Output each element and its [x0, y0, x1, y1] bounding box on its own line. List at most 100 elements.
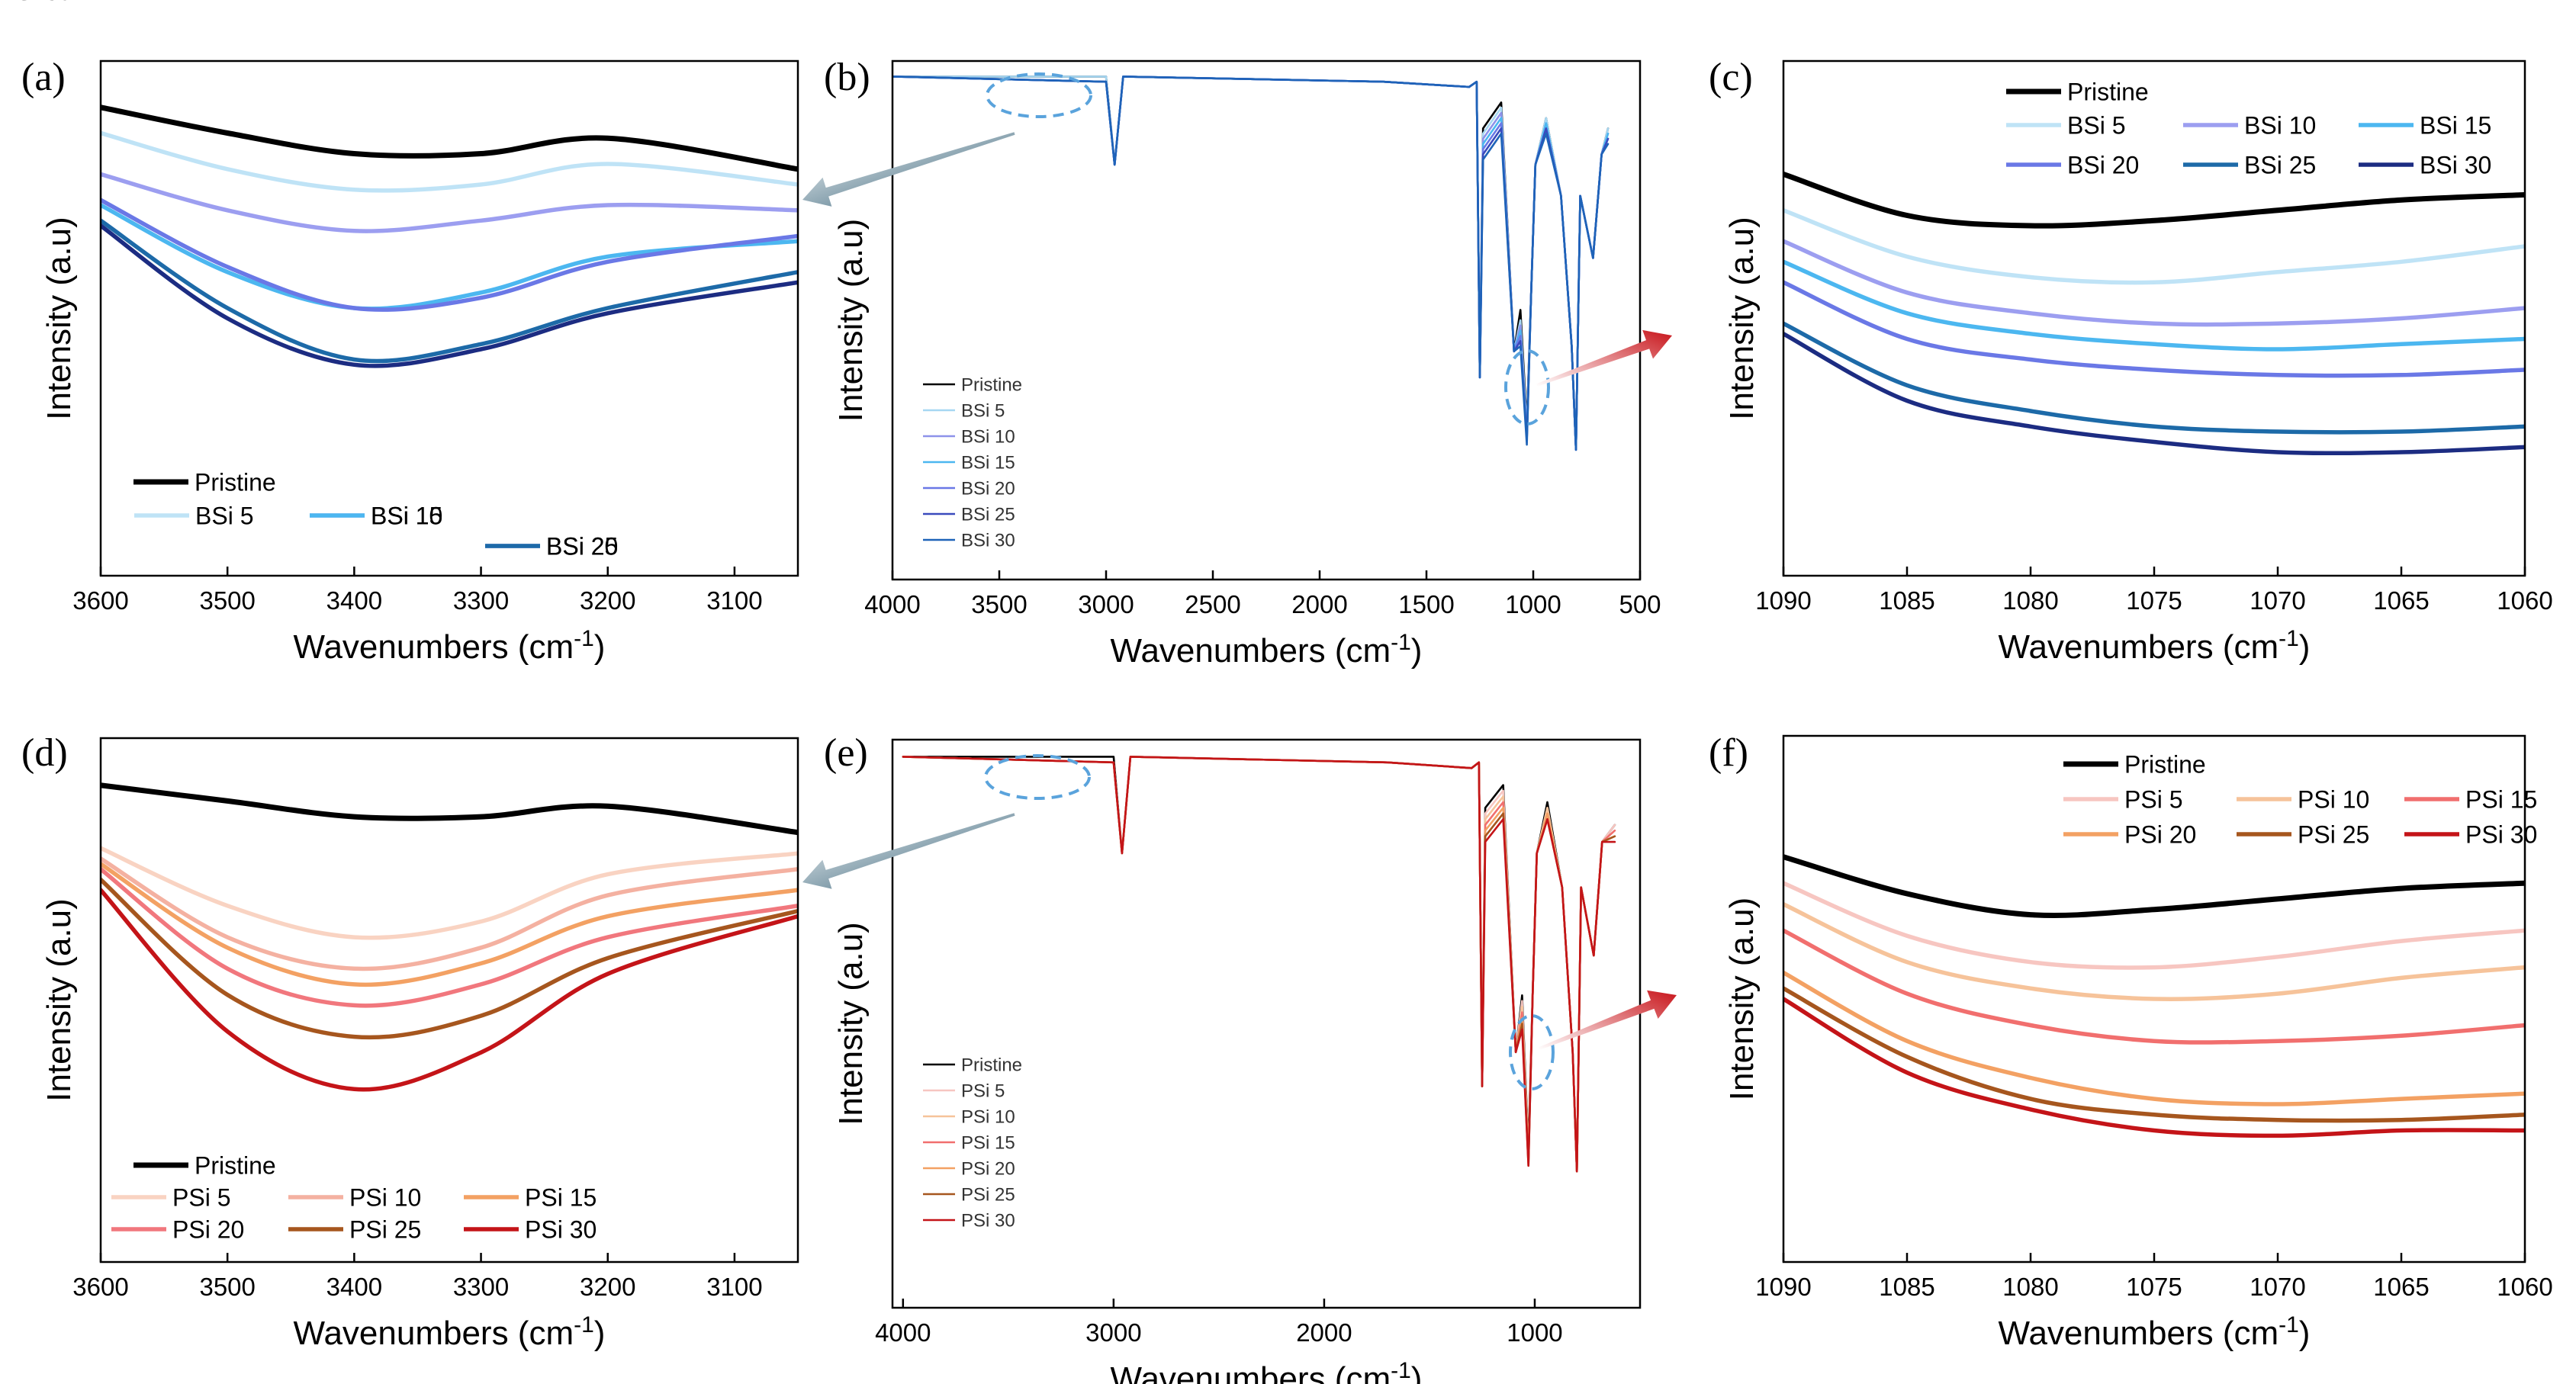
legend-label: Pristine	[195, 469, 276, 496]
legend-label: PSi 15	[961, 1133, 1015, 1154]
legend-label: PSi 15	[2465, 786, 2537, 814]
x-axis-label: Wavenumbers (cm-1)	[294, 1312, 606, 1352]
y-axis-label: Intensity (a.u)	[832, 922, 870, 1126]
x-axis-label-end: )	[594, 628, 606, 666]
legend-label: BSi 20	[546, 533, 618, 560]
x-tick-label: 1000	[1507, 1318, 1562, 1347]
x-tick-label: 1060	[2497, 586, 2552, 615]
x-axis-label: Wavenumbers (cm-1)	[1999, 626, 2311, 666]
legend-label: BSi 5	[2067, 112, 2125, 140]
x-axis-label-main: Wavenumbers (cm	[1111, 632, 1391, 670]
legend-label: PSi 30	[525, 1216, 597, 1244]
legend: Pristine PSi 5 PSi 10 PSi 15 PSi 20 PSi 25 PSi…	[2063, 751, 2537, 849]
x-tick-label: 3500	[199, 1273, 255, 1301]
legend-label: BSi 15	[371, 503, 442, 530]
legend-label: BSi 10	[2244, 112, 2316, 140]
x-tick-label: 500	[1619, 590, 1661, 618]
series-group	[893, 75, 1610, 451]
x-tick-label: 1085	[1879, 1273, 1934, 1301]
series-line-bsi-30	[1784, 332, 2524, 456]
series-group	[1784, 172, 2524, 456]
y-axis-label: Intensity (a.u)	[40, 217, 78, 420]
plot-frame	[891, 59, 1642, 581]
panel-label: (c)	[1709, 56, 1753, 99]
x-tick-label: 1080	[2002, 586, 2058, 615]
y-axis-label: Intensity (a.u)	[1723, 217, 1761, 420]
series-line-bsi-15	[101, 203, 797, 311]
plot-frame	[99, 59, 799, 577]
series-group	[101, 104, 797, 368]
chart-panel-5: (f) 1090 1085 1080 1075 1070 1065 1060 Wavenumbe…	[1709, 731, 2553, 1352]
chart-panel-0: (a) 3600 3500 3400 3300 3200 3100 Wavenumbers (…	[0, 0, 799, 666]
series-line-psi-30	[902, 756, 1616, 1173]
legend-label: Pristine	[195, 1152, 276, 1180]
x-tick-label: 3300	[453, 1273, 509, 1301]
panel-label: (e)	[824, 731, 868, 775]
legend-label: PSi 30	[961, 1211, 1015, 1231]
series-line-bsi-10	[101, 172, 797, 233]
legend-label: PSi 5	[172, 1184, 230, 1212]
x-axis-label-sup: -1	[2279, 1312, 2299, 1337]
x-axis-label-main: Wavenumbers (cm	[294, 1315, 574, 1352]
x-axis-label: Wavenumbers (cm-1)	[1111, 1358, 1423, 1384]
x-axis-label-main: Wavenumbers (cm	[1999, 628, 2279, 666]
chart-panel-3: (d) 3600 3500 3400 3300 3200 3100 Wavenumbers (…	[21, 731, 799, 1352]
x-tick-label: 1090	[1755, 586, 1811, 615]
series-line-bsi-30	[893, 75, 1610, 451]
legend-label: PSi 25	[349, 1216, 421, 1244]
x-tick-label: 1065	[2373, 1273, 2429, 1301]
x-axis-label-end: )	[2299, 1315, 2311, 1352]
series-line-psi-10	[101, 856, 797, 971]
legend-label: PSi 30	[2465, 821, 2537, 849]
x-tick-label: 3500	[199, 586, 255, 615]
legend-label: PSi 15	[525, 1184, 597, 1212]
x-tick-label: 1075	[2126, 1273, 2182, 1301]
series-line-psi-30	[101, 888, 797, 1092]
series-line-psi-20	[101, 867, 797, 1008]
legend: Pristine PSi 5 PSi 10 PSi 15 PSi 20 PSi 25 PSi…	[111, 1152, 597, 1244]
x-axis-label: Wavenumbers (cm-1)	[1999, 1312, 2311, 1352]
legend-label: PSi 25	[961, 1185, 1015, 1206]
x-tick-label: 1085	[1879, 586, 1934, 615]
legend: Pristine PSi 5 PSi 10 PSi 15 PSi 20 PSi 25 PSi…	[923, 1055, 1022, 1231]
legend-label: BSi 20	[961, 479, 1015, 499]
x-tick-label: 4000	[875, 1318, 931, 1347]
x-axis-label-end: )	[594, 1315, 606, 1352]
legend-label: Pristine	[961, 1055, 1022, 1076]
legend-label: PSi 20	[961, 1159, 1015, 1180]
series-line-pristine	[101, 782, 797, 836]
series-line-bsi-5	[101, 130, 797, 193]
series-line-bsi-20	[1784, 280, 2524, 378]
legend-label: PSi 10	[961, 1107, 1015, 1128]
x-tick-label: 1080	[2002, 1273, 2058, 1301]
series-line-pristine	[1784, 854, 2524, 918]
series-line-psi-15	[101, 862, 797, 987]
series-line-bsi-25	[101, 218, 797, 364]
legend-label: PSi 25	[2298, 821, 2369, 849]
x-tick-label: 1075	[2126, 586, 2182, 615]
x-tick-label: 3400	[326, 586, 382, 615]
x-tick-label: 3200	[580, 586, 635, 615]
highlight-ellipse-si-region	[1504, 349, 1550, 425]
series-line-pristine	[101, 104, 797, 172]
legend-label: BSi 15	[961, 453, 1015, 474]
x-axis-label-sup: -1	[574, 1312, 594, 1337]
y-axis-label: Intensity (a.u)	[40, 898, 78, 1102]
series-line-psi-5	[101, 846, 797, 940]
legend-label: PSi 10	[2298, 786, 2369, 814]
x-tick-label: 3600	[72, 1273, 128, 1301]
legend-label: BSi 5	[195, 503, 253, 530]
legend-label: BSi 25	[2244, 152, 2316, 179]
legend-label: BSi 30	[2420, 152, 2491, 179]
series-group	[101, 782, 797, 1092]
series-line-bsi-15	[1784, 259, 2524, 352]
x-tick-label: 3000	[1078, 590, 1134, 618]
x-axis-label-end: )	[1411, 632, 1423, 670]
x-axis-label-sup: -1	[1391, 1358, 1411, 1383]
x-tick-label: 2500	[1185, 590, 1240, 618]
x-tick-label: 2000	[1291, 590, 1347, 618]
y-axis-label: Intensity (a.u)	[1723, 898, 1761, 1101]
x-tick-label: 1070	[2250, 586, 2305, 615]
